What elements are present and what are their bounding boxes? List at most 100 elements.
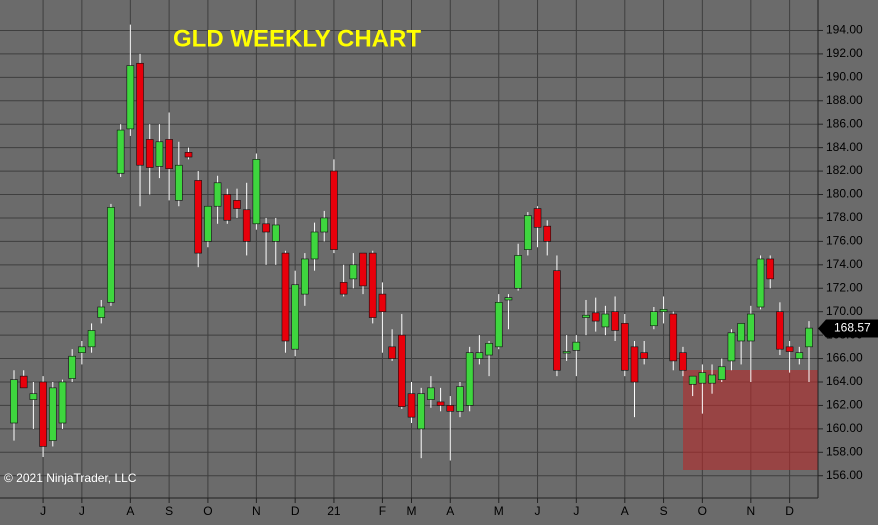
candle-body [407, 393, 416, 418]
x-tick-label: D [785, 504, 794, 518]
candle-body [78, 346, 86, 354]
x-tick-label: A [446, 504, 454, 518]
y-tick-label: 170.00 [826, 304, 863, 318]
candle-body [572, 341, 581, 351]
candle-body [717, 366, 726, 380]
candle-body [582, 314, 590, 318]
candle-body [543, 225, 552, 242]
x-tick-label: O [203, 504, 212, 518]
x-tick-label: M [494, 504, 504, 518]
y-tick-label: 178.00 [826, 210, 863, 224]
candle-body [10, 379, 18, 424]
candle-body [359, 252, 367, 287]
candle-body [446, 405, 455, 412]
grid [0, 0, 818, 498]
candle-body [659, 309, 668, 312]
x-tick-label: J [573, 504, 579, 518]
candle-body [155, 141, 164, 167]
y-tick-label: 174.00 [826, 257, 863, 271]
candle-body [591, 312, 600, 322]
candle-body [19, 375, 28, 389]
candle-body [39, 381, 47, 447]
candle-body [145, 139, 154, 168]
candle-body [553, 270, 561, 371]
candle-body [213, 182, 222, 207]
candle-body [339, 282, 348, 295]
candle-body [688, 375, 697, 385]
candle-body [165, 139, 173, 170]
x-tick-label: N [252, 504, 261, 518]
x-tick-label: O [698, 504, 707, 518]
candle-body [320, 217, 329, 233]
candle-body [756, 258, 765, 308]
x-tick-label: J [40, 504, 46, 518]
candle-body [785, 346, 794, 352]
x-tick-label: N [746, 504, 755, 518]
y-tick-label: 166.00 [826, 351, 863, 365]
candle-body [795, 352, 804, 359]
candle-body [194, 180, 203, 254]
candles [10, 24, 813, 461]
candle-body [116, 129, 125, 174]
x-tick-label: M [407, 504, 417, 518]
candle-body [281, 252, 290, 342]
y-tick-label: 160.00 [826, 421, 863, 435]
candle-body [97, 306, 106, 318]
x-tick-label: J [79, 504, 85, 518]
candle-body [805, 327, 813, 348]
candle-body [107, 207, 115, 303]
candle-body [630, 346, 639, 383]
candle-body [301, 258, 309, 295]
candle-body [611, 311, 619, 331]
candle-body [330, 170, 338, 250]
candle-body [87, 330, 96, 348]
candle-body [398, 334, 406, 407]
candle-body [494, 302, 503, 348]
y-tick-label: 184.00 [826, 140, 863, 154]
candle-body [136, 62, 144, 166]
candle-body [727, 332, 736, 362]
y-tick-label: 192.00 [826, 46, 863, 60]
candle-body [291, 284, 299, 350]
x-tick-label: 21 [327, 504, 341, 518]
candle-body [524, 215, 532, 250]
candle-body [204, 205, 212, 242]
y-tick-label: 176.00 [826, 234, 863, 248]
candle-body [175, 164, 183, 201]
candle-body [126, 65, 135, 130]
candle-body [708, 374, 716, 384]
candle-body [310, 231, 319, 260]
y-tick-label: 194.00 [826, 23, 863, 37]
x-tick-label: F [379, 504, 386, 518]
y-tick-label: 172.00 [826, 280, 863, 294]
candle-body [737, 323, 745, 342]
candle-body [242, 209, 251, 242]
candle-body [417, 393, 425, 430]
candle-body [475, 352, 484, 359]
candle-body [271, 224, 280, 242]
candle-body [378, 293, 387, 312]
candle-body [58, 381, 67, 424]
y-tick-label: 186.00 [826, 116, 863, 130]
x-tick-label: J [535, 504, 541, 518]
candle-body [640, 352, 648, 359]
x-tick-label: S [165, 504, 173, 518]
x-tick-label: S [660, 504, 668, 518]
candle-body [184, 152, 193, 158]
candle-body [262, 223, 270, 233]
candle-body [233, 200, 241, 209]
candle-body [465, 352, 474, 406]
y-tick-label: 180.00 [826, 187, 863, 201]
candle-body [349, 264, 358, 280]
candle-body [252, 159, 261, 225]
candle-body [669, 313, 678, 362]
x-tick-label: D [291, 504, 300, 518]
candle-body [601, 313, 610, 328]
x-tick-label: A [621, 504, 629, 518]
candle-body [698, 372, 707, 384]
y-tick-label: 162.00 [826, 398, 863, 412]
candle-body [485, 343, 493, 356]
candle-body [436, 401, 445, 406]
price-marker-label: 168.57 [834, 321, 871, 335]
